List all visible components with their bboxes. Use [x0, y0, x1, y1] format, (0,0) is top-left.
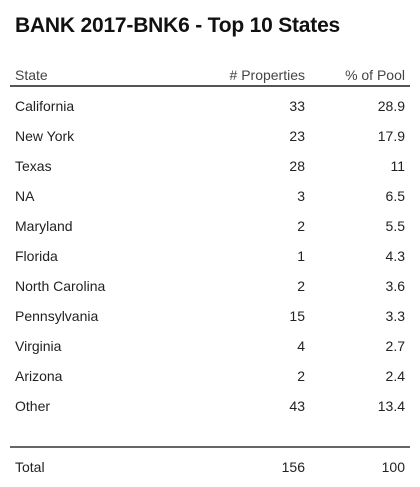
properties-cell: 2: [297, 368, 305, 384]
table-row: Texas 28 11: [10, 151, 410, 181]
pool-cell: 5.5: [385, 218, 405, 234]
properties-cell: 4: [297, 338, 305, 354]
properties-cell: 15: [289, 308, 305, 324]
pool-cell: 17.9: [377, 128, 405, 144]
properties-cell: 1: [297, 248, 305, 264]
pool-cell: 13.4: [377, 398, 405, 414]
pool-cell: 11: [390, 158, 405, 174]
table-row: North Carolina 2 3.6: [10, 271, 410, 301]
properties-cell: 33: [289, 98, 305, 114]
pool-cell: 28.9: [377, 98, 405, 114]
state-cell: Florida: [15, 248, 58, 264]
total-row: Total 156 100: [10, 452, 410, 482]
properties-cell: 43: [289, 398, 305, 414]
table-row: Other 43 13.4: [10, 391, 410, 421]
state-cell: Pennsylvania: [15, 308, 99, 324]
properties-cell: 23: [289, 128, 305, 144]
state-cell: Arizona: [15, 368, 63, 384]
header-divider: [10, 85, 410, 87]
state-cell: Maryland: [15, 218, 73, 234]
pool-cell: 3.3: [385, 308, 405, 324]
pool-cell: 2.7: [385, 338, 405, 354]
state-cell: Other: [15, 398, 51, 414]
total-pool: 100: [381, 459, 405, 475]
table-row: New York 23 17.9: [10, 121, 410, 151]
state-cell: Virginia: [15, 338, 62, 354]
column-header-properties: # Properties: [229, 67, 305, 83]
table-row: Florida 1 4.3: [10, 241, 410, 271]
state-cell: Texas: [15, 158, 52, 174]
properties-cell: 2: [297, 218, 305, 234]
table-row: California 33 28.9: [10, 91, 410, 121]
state-cell: NA: [15, 188, 35, 204]
table-row: Virginia 4 2.7: [10, 331, 410, 361]
total-properties: 156: [281, 459, 305, 475]
table-row: Maryland 2 5.5: [10, 211, 410, 241]
properties-cell: 3: [297, 188, 305, 204]
pool-cell: 2.4: [385, 368, 405, 384]
page-title: BANK 2017-BNK6 - Top 10 States: [15, 14, 341, 37]
total-divider: [10, 446, 410, 448]
state-cell: California: [15, 98, 75, 114]
table-header: State # Properties % of Pool: [10, 66, 410, 85]
column-header-state: State: [15, 67, 48, 83]
properties-cell: 2: [297, 278, 305, 294]
pool-cell: 6.5: [385, 188, 405, 204]
column-header-pool: % of Pool: [345, 67, 405, 83]
table-row: NA 3 6.5: [10, 181, 410, 211]
table-row: Pennsylvania 15 3.3: [10, 301, 410, 331]
state-cell: New York: [15, 128, 75, 144]
pool-cell: 3.6: [385, 278, 405, 294]
table-row: Arizona 2 2.4: [10, 361, 410, 391]
properties-cell: 28: [289, 158, 305, 174]
state-cell: North Carolina: [15, 278, 106, 294]
pool-cell: 4.3: [385, 248, 405, 264]
total-label: Total: [15, 459, 45, 475]
